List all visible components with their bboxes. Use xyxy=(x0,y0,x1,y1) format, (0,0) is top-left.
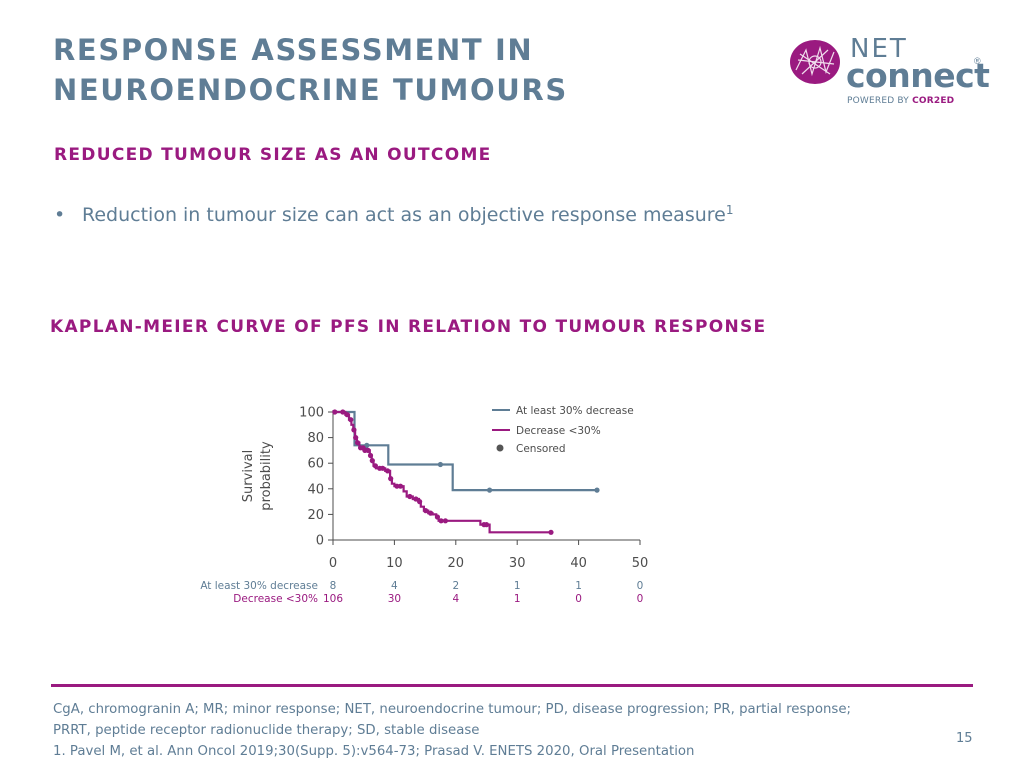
subheading-reduced-tumour-size: REDUCED TUMOUR SIZE AS AN OUTCOME xyxy=(54,145,492,165)
y-tick-label: 0 xyxy=(316,534,324,549)
logo-registered-mark: ® xyxy=(974,56,981,66)
y-tick-label: 20 xyxy=(307,508,324,523)
censored-marker-series-2 xyxy=(397,483,404,489)
x-tick-label: 50 xyxy=(632,556,649,571)
censored-marker-series-2 xyxy=(369,458,375,464)
footnote-line-1: CgA, chromogranin A; MR; minor response;… xyxy=(53,702,851,717)
y-tick-label: 80 xyxy=(307,431,324,446)
y-tick-label: 100 xyxy=(299,406,324,421)
legend-label-series-2: Decrease <30% xyxy=(516,425,601,437)
bullet-item: • Reduction in tumour size can act as an … xyxy=(54,203,733,226)
slide-title-line-1: RESPONSE ASSESSMENT IN xyxy=(53,33,534,67)
censored-marker-series-1 xyxy=(437,461,443,468)
logo-net-text: NET xyxy=(850,34,908,64)
bullet-text: Reduction in tumour size can act as an o… xyxy=(82,204,726,226)
censored-marker-series-1 xyxy=(594,487,600,493)
net-connect-logo: NET connect ® POWERED BY COR2ED xyxy=(790,36,990,112)
risk-value-row-2: 4 xyxy=(452,593,459,605)
censored-marker-series-2 xyxy=(438,518,444,524)
footnote-line-2: PRRT, peptide receptor radionuclide ther… xyxy=(53,723,480,738)
logo-powered-by-text: POWERED BY xyxy=(847,96,910,106)
chart-axes: 0 20 40 60 80 100 0 10 20 30 40 50 Survival probabili… xyxy=(241,406,648,572)
censored-marker-series-2 xyxy=(355,440,361,446)
subheading-kaplan-meier: KAPLAN-MEIER CURVE OF PFS IN RELATION TO… xyxy=(50,317,767,337)
legend-label-censored: Censored xyxy=(516,443,566,455)
censored-marker-series-2 xyxy=(362,447,368,453)
chart-series-lines xyxy=(333,410,597,534)
y-axis-label-line-2: probability xyxy=(259,441,274,511)
censored-marker-series-2 xyxy=(417,499,423,505)
risk-value-row-1: 4 xyxy=(391,580,398,592)
risk-row-label-1: At least 30% decrease xyxy=(200,580,318,592)
censored-marker-series-1 xyxy=(487,487,493,493)
footnote-reference: 1. Pavel M, et al. Ann Oncol 2019;30(Sup… xyxy=(53,744,695,759)
censored-marker-series-2 xyxy=(548,529,554,535)
footer-divider xyxy=(51,684,973,687)
x-tick-label: 0 xyxy=(329,556,337,571)
legend-label-series-1: At least 30% decrease xyxy=(516,405,634,417)
censored-marker-series-2 xyxy=(407,493,413,500)
x-tick-label: 30 xyxy=(509,556,526,571)
logo-connect-text: connect xyxy=(846,56,990,95)
risk-value-row-1: 8 xyxy=(330,580,337,592)
chart-legend: At least 30% decrease Decrease <30% Censor… xyxy=(492,405,634,455)
x-tick-label: 10 xyxy=(386,556,403,571)
bullet-dot: • xyxy=(54,204,66,226)
series-line-2 xyxy=(333,410,551,534)
risk-value-row-1: 0 xyxy=(637,580,644,592)
risk-value-row-2: 1 xyxy=(514,593,521,605)
page-number: 15 xyxy=(956,731,973,746)
censored-marker-series-2 xyxy=(351,427,357,433)
censored-marker-series-2 xyxy=(423,508,429,514)
censored-marker-series-2 xyxy=(413,496,419,502)
risk-value-row-2: 0 xyxy=(575,593,582,605)
censored-marker-series-2 xyxy=(353,435,359,441)
risk-value-row-1: 2 xyxy=(452,580,459,592)
censored-marker-series-2 xyxy=(372,463,378,469)
slide-title: RESPONSE ASSESSMENT IN NEUROENDOCRINE TU… xyxy=(53,30,568,110)
censored-marker-series-2 xyxy=(367,452,374,459)
net-connect-logo-icon xyxy=(790,40,840,84)
censored-marker-series-2 xyxy=(385,468,391,474)
risk-value-row-2: 30 xyxy=(388,593,401,605)
censored-marker-series-1 xyxy=(364,442,370,448)
risk-value-row-2: 0 xyxy=(637,593,644,605)
footnotes: CgA, chromogranin A; MR; minor response;… xyxy=(53,699,933,762)
censored-marker-series-2 xyxy=(388,476,394,482)
y-axis-label-line-1: Survival xyxy=(241,450,256,502)
x-tick-label: 40 xyxy=(570,556,587,571)
chart-censored-markers xyxy=(332,409,600,535)
logo-brand-text: COR2ED xyxy=(912,96,955,106)
risk-value-row-1: 1 xyxy=(514,580,521,592)
risk-value-row-2: 106 xyxy=(323,593,343,605)
censored-marker-series-2 xyxy=(365,447,371,453)
censored-marker-series-2 xyxy=(380,465,386,471)
censored-marker-series-2 xyxy=(358,445,364,451)
censored-marker-series-2 xyxy=(332,409,338,415)
x-tick-label: 20 xyxy=(448,556,465,571)
bullet-superscript: 1 xyxy=(725,203,734,217)
censored-marker-series-2 xyxy=(377,465,383,471)
logo-powered-by: POWERED BY COR2ED xyxy=(847,96,954,106)
y-tick-label: 60 xyxy=(307,457,324,472)
censored-marker-series-2 xyxy=(348,417,354,423)
censored-marker-series-2 xyxy=(442,518,448,524)
risk-row-label-2: Decrease <30% xyxy=(233,593,318,605)
censored-marker-series-2 xyxy=(340,409,346,415)
censored-marker-series-2 xyxy=(360,445,366,451)
series-line-1 xyxy=(333,410,597,492)
censored-marker-series-2 xyxy=(434,514,440,520)
censored-marker-series-2 xyxy=(394,483,400,489)
y-tick-label: 40 xyxy=(307,482,324,497)
censored-marker-series-2 xyxy=(344,412,350,418)
risk-value-row-1: 1 xyxy=(575,580,582,592)
legend-censored-marker xyxy=(496,444,504,452)
censored-marker-series-2 xyxy=(481,522,487,528)
censored-marker-series-2 xyxy=(483,522,490,528)
slide-title-line-2: NEUROENDOCRINE TUMOURS xyxy=(53,73,568,107)
censored-marker-series-2 xyxy=(428,510,434,516)
